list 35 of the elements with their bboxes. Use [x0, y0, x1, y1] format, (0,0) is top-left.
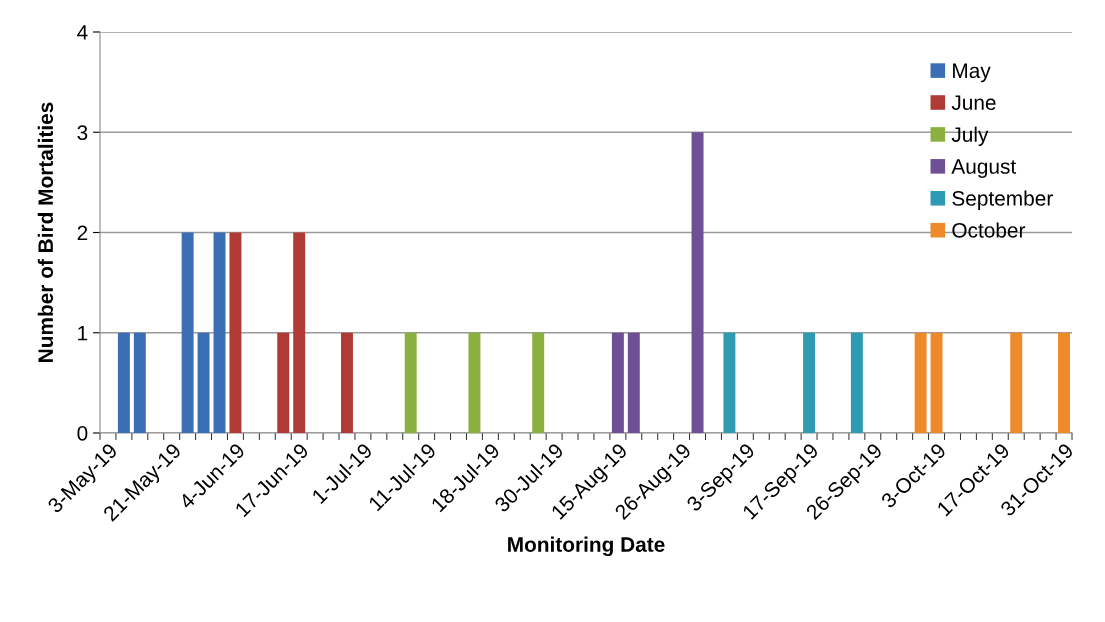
bar — [930, 332, 943, 433]
bar — [723, 332, 736, 433]
bar — [803, 332, 816, 433]
bar — [133, 332, 146, 433]
y-tick-label: 0 — [77, 426, 88, 441]
bar — [181, 232, 194, 433]
bar — [691, 132, 704, 433]
bar — [532, 332, 545, 433]
bar — [914, 332, 927, 433]
y-axis-title: Number of Bird Mortalities — [37, 102, 54, 362]
bar — [213, 232, 226, 433]
bar — [229, 232, 242, 433]
bar — [117, 332, 130, 433]
bar — [197, 332, 210, 433]
bar — [468, 332, 481, 433]
bar — [850, 332, 863, 433]
legend-label: October — [952, 222, 1026, 238]
y-tick-label: 4 — [77, 25, 88, 40]
bar — [1010, 332, 1023, 433]
bar — [627, 332, 640, 433]
bar — [1058, 332, 1071, 433]
y-tick-label: 1 — [78, 325, 88, 341]
x-axis-title: Monitoring Date — [508, 536, 665, 557]
legend-label: July — [951, 126, 989, 147]
y-tick-label: 2 — [77, 225, 88, 241]
legend-label: August — [951, 159, 1017, 178]
bar — [293, 232, 306, 433]
y-tick-label: 3 — [77, 125, 88, 140]
legend-label: June — [951, 95, 996, 110]
bar — [341, 332, 353, 433]
legend-label: May — [953, 63, 991, 83]
bar — [404, 332, 417, 433]
bar — [611, 332, 624, 433]
legend-label: September — [952, 190, 1053, 210]
bar — [277, 332, 290, 433]
